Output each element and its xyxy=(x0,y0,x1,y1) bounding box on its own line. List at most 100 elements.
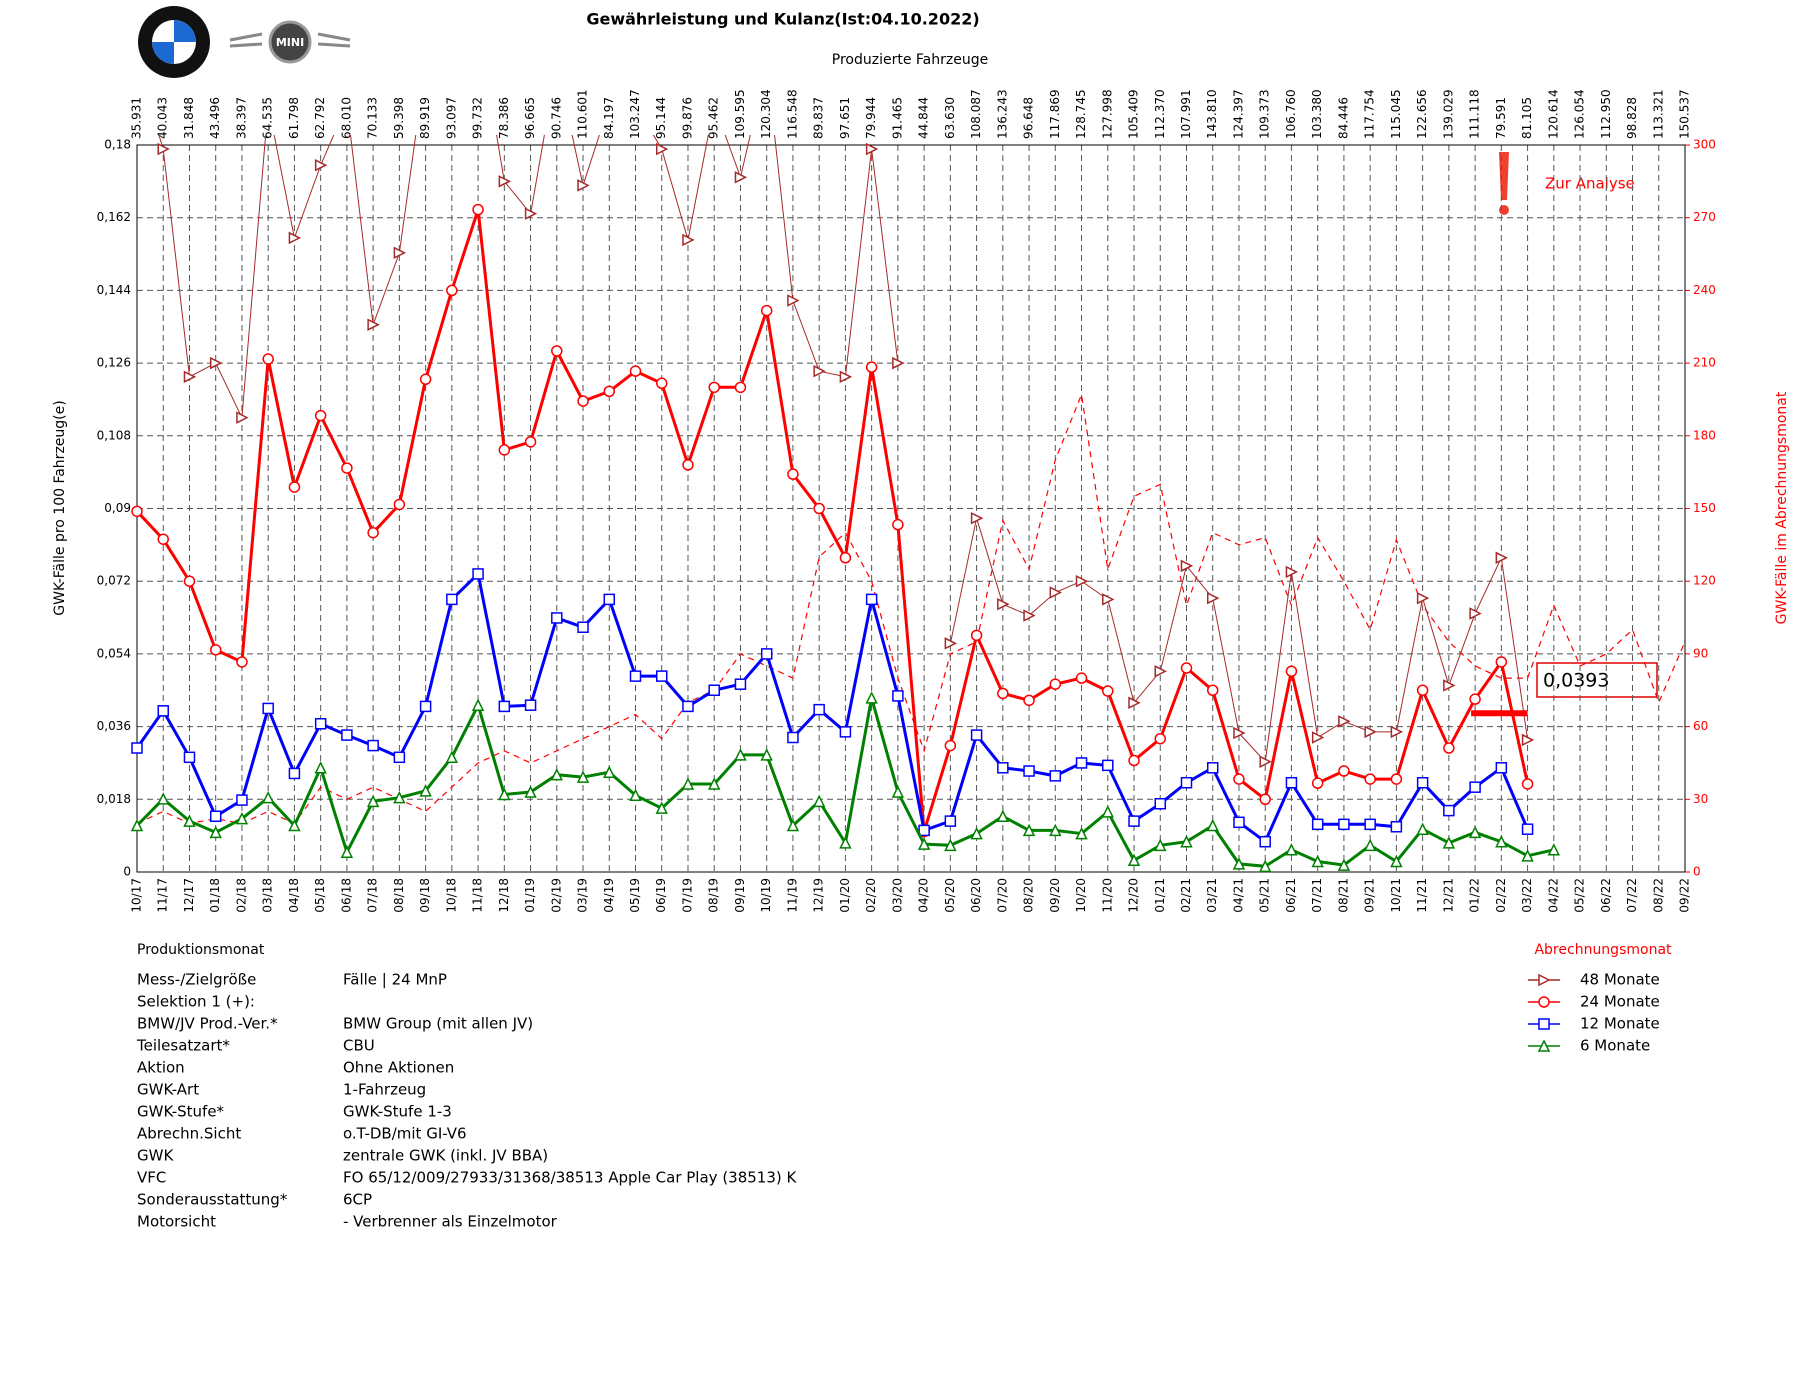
info-key: GWK-Art xyxy=(137,1081,199,1099)
x-tick-label: 04/18 xyxy=(287,878,301,913)
x-tick-label: 05/20 xyxy=(943,878,957,913)
marker xyxy=(787,294,800,307)
produced-label: 89.837 xyxy=(812,97,826,139)
marker xyxy=(918,824,930,837)
marker xyxy=(236,794,248,806)
marker xyxy=(577,621,589,633)
chart-subtitle: Produzierte Fahrzeuge xyxy=(832,52,988,68)
x-axis-label: Produktionsmonat xyxy=(137,942,265,958)
y2-tick-label: 240 xyxy=(1693,283,1716,297)
marker xyxy=(419,784,432,797)
x-tick-label: 06/19 xyxy=(654,878,668,913)
produced-label: 150.537 xyxy=(1678,89,1692,139)
marker xyxy=(734,748,747,761)
x-tick-label: 05/18 xyxy=(313,878,327,913)
marker xyxy=(524,785,537,798)
produced-label: 68.010 xyxy=(339,97,353,139)
marker xyxy=(682,459,694,471)
y2-tick-label: 270 xyxy=(1693,210,1716,224)
marker xyxy=(839,726,852,738)
marker xyxy=(157,142,170,156)
info-value: BMW Group (mit allen JV) xyxy=(343,1015,533,1033)
marker xyxy=(813,502,825,515)
marker xyxy=(393,246,407,260)
marker xyxy=(576,770,590,783)
marker xyxy=(655,801,668,814)
marker xyxy=(577,179,590,192)
x-tick-label: 04/20 xyxy=(917,878,931,913)
produced-label: 35.931 xyxy=(130,97,144,139)
marker xyxy=(865,691,878,704)
marker xyxy=(183,814,196,827)
marker xyxy=(997,687,1009,700)
marker xyxy=(1443,804,1455,817)
produced-label: 61.798 xyxy=(287,97,301,139)
marker xyxy=(892,518,904,531)
x-tick-label: 02/20 xyxy=(864,878,878,913)
x-tick-label: 07/20 xyxy=(995,878,1009,913)
x-tick-label: 02/18 xyxy=(234,878,248,913)
marker xyxy=(655,670,668,682)
info-key: Abrechn.Sicht xyxy=(137,1125,241,1143)
x-tick-label: 04/22 xyxy=(1546,878,1560,913)
marker xyxy=(340,845,354,858)
x-tick-label: 07/18 xyxy=(366,878,380,913)
produced-label: 84.446 xyxy=(1336,97,1350,139)
marker xyxy=(1022,823,1036,837)
x-tick-label: 08/20 xyxy=(1022,878,1036,913)
y2-tick-label: 0 xyxy=(1693,865,1701,879)
marker xyxy=(341,729,353,741)
marker xyxy=(1521,778,1534,790)
marker xyxy=(1469,693,1481,705)
marker xyxy=(1102,759,1114,772)
marker xyxy=(1023,765,1035,777)
marker xyxy=(734,381,747,394)
marker xyxy=(1495,656,1508,668)
marker xyxy=(1285,565,1299,579)
produced-label: 99.732 xyxy=(471,97,485,139)
marker xyxy=(1233,816,1245,829)
x-tick-label: 02/19 xyxy=(549,878,563,913)
produced-label: 112.950 xyxy=(1599,89,1613,139)
produced-label: 126.054 xyxy=(1573,89,1587,139)
marker xyxy=(524,699,537,711)
y-tick-label: 0,18 xyxy=(104,138,131,152)
marker xyxy=(787,468,799,480)
marker xyxy=(996,809,1010,823)
marker xyxy=(209,825,222,839)
marker xyxy=(157,792,170,805)
marker xyxy=(682,700,694,713)
marker xyxy=(944,815,957,827)
x-tick-label: 12/20 xyxy=(1127,878,1141,913)
marker xyxy=(1258,859,1272,873)
x-tick-label: 09/19 xyxy=(733,878,747,913)
marker xyxy=(472,203,484,216)
marker xyxy=(550,767,564,781)
marker xyxy=(1285,665,1298,678)
marker xyxy=(629,670,642,682)
y-tick-label: 0,072 xyxy=(97,574,131,588)
marker xyxy=(1206,591,1220,605)
marker xyxy=(1285,776,1298,789)
x-tick-label: 05/21 xyxy=(1258,878,1272,913)
marker xyxy=(314,761,327,774)
marker xyxy=(839,836,852,849)
produced-label: 99.876 xyxy=(680,97,694,139)
marker xyxy=(1416,684,1429,696)
legend-label: 6 Monate xyxy=(1580,1037,1650,1055)
marker xyxy=(1180,835,1193,848)
produced-label: 95.462 xyxy=(707,97,721,139)
y2-tick-label: 180 xyxy=(1693,428,1716,442)
marker xyxy=(393,751,406,764)
bmw-logo xyxy=(138,6,210,78)
produced-label: 79.591 xyxy=(1494,97,1508,139)
info-key: GWK-Stufe* xyxy=(137,1103,225,1121)
marker xyxy=(367,526,379,539)
marker xyxy=(472,568,484,580)
marker xyxy=(892,356,905,370)
y2-tick-label: 300 xyxy=(1693,138,1716,152)
marker xyxy=(1469,781,1481,793)
marker xyxy=(236,656,248,668)
marker xyxy=(1206,818,1219,832)
produced-label: 93.097 xyxy=(444,97,458,139)
